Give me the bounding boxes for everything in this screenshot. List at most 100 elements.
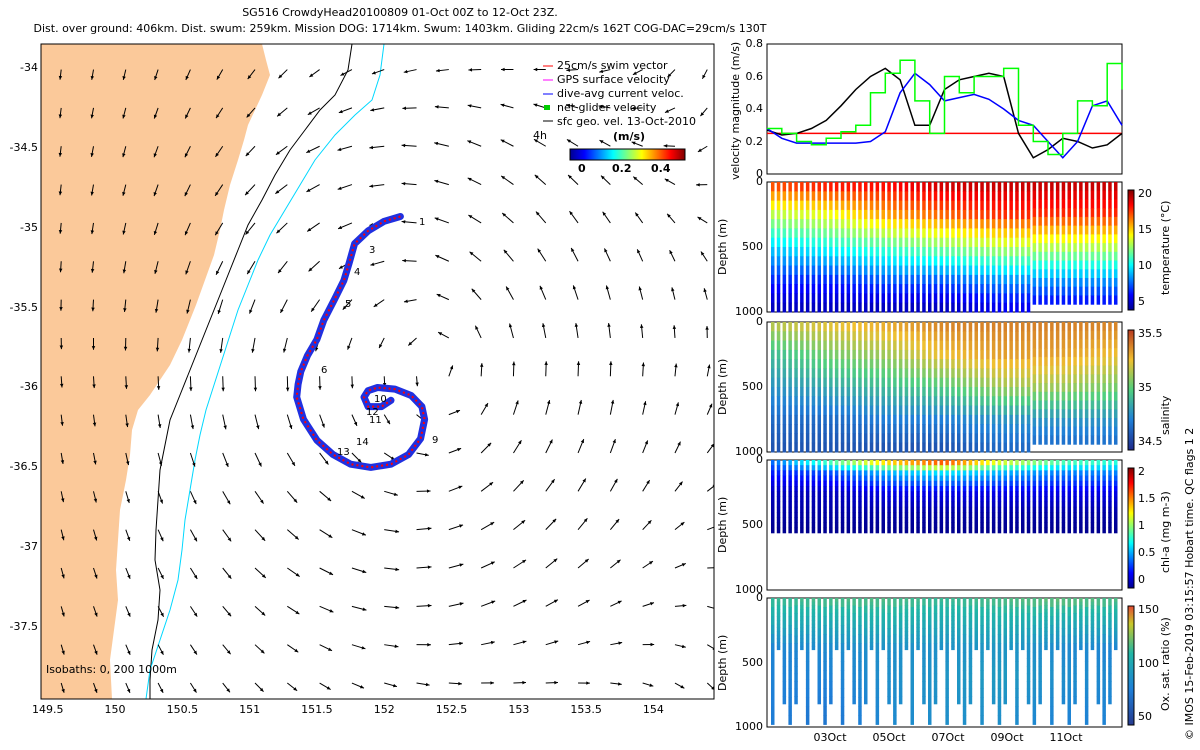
geo-velocity-arrow bbox=[378, 337, 385, 349]
colorbar-tick: 0 bbox=[578, 162, 586, 175]
geo-velocity-arrow bbox=[667, 69, 676, 78]
geo-velocity-arrow bbox=[448, 681, 462, 686]
day-marker: 13 bbox=[337, 447, 350, 458]
geo-velocity-arrow bbox=[306, 184, 320, 193]
glider-track bbox=[293, 213, 429, 471]
geo-velocity-arrow bbox=[674, 644, 686, 649]
geo-velocity-arrow bbox=[642, 682, 654, 687]
geo-velocity-arrow bbox=[383, 414, 391, 425]
geo-velocity-arrow bbox=[217, 299, 224, 315]
geo-velocity-arrow bbox=[674, 603, 687, 608]
depth-tick: 0 bbox=[756, 315, 763, 328]
geo-velocity-arrow bbox=[254, 567, 267, 579]
geo-velocity-arrow bbox=[448, 602, 464, 607]
geo-velocity-arrow bbox=[245, 145, 256, 157]
geo-velocity-arrow bbox=[500, 103, 514, 109]
geo-velocity-arrow bbox=[125, 491, 130, 504]
geo-velocity-arrow bbox=[254, 605, 266, 616]
date-tick: 07Oct bbox=[931, 731, 965, 744]
geo-velocity-arrow bbox=[287, 644, 299, 653]
geo-velocity-arrow bbox=[93, 606, 98, 617]
geo-velocity-arrow bbox=[308, 260, 320, 272]
geo-velocity-arrow bbox=[286, 529, 299, 540]
geo-velocity-arrow bbox=[125, 606, 131, 617]
geo-velocity-arrow bbox=[189, 567, 198, 580]
geo-velocity-arrow bbox=[576, 361, 581, 377]
day-marker: 6 bbox=[321, 365, 328, 376]
geo-velocity-arrow bbox=[501, 212, 514, 224]
geo-velocity-arrow bbox=[58, 107, 63, 119]
geo-velocity-arrow bbox=[384, 567, 400, 572]
chart-title: SG516 CrowdyHead20100809 01-Oct 00Z to 1… bbox=[242, 6, 558, 19]
geo-velocity-arrow bbox=[401, 143, 417, 148]
geo-velocity-arrow bbox=[634, 212, 644, 224]
colorbar-tick: 0 bbox=[1138, 573, 1145, 586]
geo-velocity-arrow bbox=[513, 640, 527, 646]
geo-velocity-arrow bbox=[189, 491, 197, 505]
day-marker: 4 bbox=[354, 267, 361, 278]
geo-velocity-arrow bbox=[189, 376, 193, 392]
geo-velocity-arrow bbox=[187, 337, 191, 353]
geo-velocity-arrow bbox=[222, 491, 231, 505]
geo-velocity-arrow bbox=[122, 222, 127, 235]
geo-velocity-arrow bbox=[286, 452, 296, 467]
geo-velocity-arrow bbox=[154, 69, 159, 81]
geo-velocity-arrow bbox=[666, 213, 676, 224]
velocity-line-green bbox=[767, 59, 1123, 156]
geo-velocity-arrow bbox=[545, 439, 553, 454]
geo-velocity-arrow bbox=[246, 261, 256, 275]
geo-velocity-arrow bbox=[189, 606, 198, 617]
geo-velocity-arrow bbox=[641, 362, 646, 377]
colorbar-tick: 5 bbox=[1138, 295, 1145, 308]
geo-velocity-arrow bbox=[674, 441, 681, 454]
geo-velocity-arrow bbox=[286, 414, 293, 430]
date-tick: 03Oct bbox=[813, 731, 847, 744]
section-panel-salinity bbox=[766, 321, 1123, 453]
geo-velocity-arrow bbox=[469, 251, 482, 262]
colorbar-label: Ox. sat. ratio (%) bbox=[1159, 616, 1172, 711]
geo-velocity-arrow bbox=[503, 249, 514, 262]
geo-velocity-arrow bbox=[572, 285, 579, 300]
geo-velocity-arrow bbox=[254, 529, 266, 542]
map-colorbar bbox=[569, 148, 686, 161]
geo-velocity-arrow bbox=[481, 681, 495, 685]
geo-velocity-arrow bbox=[468, 214, 482, 224]
geo-velocity-arrow bbox=[577, 399, 583, 415]
date-tick: 05Oct bbox=[872, 731, 906, 744]
geo-velocity-arrow bbox=[189, 682, 197, 693]
geo-velocity-arrow bbox=[605, 285, 611, 300]
geo-velocity-arrow bbox=[610, 641, 623, 646]
geo-velocity-arrow bbox=[500, 175, 514, 185]
map-lat-tick: -35 bbox=[20, 220, 38, 234]
geo-velocity-arrow bbox=[567, 174, 579, 185]
geo-velocity-arrow bbox=[500, 139, 514, 147]
colorbar-label: chl-a (mg m-3) bbox=[1159, 491, 1172, 573]
map-lon-tick: 151 bbox=[239, 703, 261, 716]
depth-tick: 0 bbox=[756, 591, 763, 604]
depth-tick: 1000 bbox=[735, 305, 763, 318]
isobath-label: Isobaths: 0, 200 1000m bbox=[46, 663, 177, 676]
geo-velocity-arrow bbox=[287, 682, 298, 692]
geo-velocity-arrow bbox=[513, 559, 527, 569]
geo-velocity-arrow bbox=[157, 567, 164, 580]
geo-velocity-arrow bbox=[642, 440, 649, 454]
velocity-ytick: 0.2 bbox=[745, 134, 764, 148]
geo-velocity-arrow bbox=[60, 682, 65, 693]
geo-velocity-arrow bbox=[351, 452, 362, 463]
map-lon-tick: 153.5 bbox=[570, 703, 602, 716]
day-marker: 3 bbox=[369, 245, 376, 256]
geo-velocity-arrow bbox=[416, 489, 431, 493]
geo-velocity-arrow bbox=[703, 288, 708, 300]
geo-velocity-arrow bbox=[92, 376, 96, 389]
track-dive-avg bbox=[293, 213, 429, 471]
colorbar-tick: 0.5 bbox=[1138, 546, 1156, 559]
geo-velocity-arrow bbox=[249, 299, 256, 314]
geo-velocity-arrow bbox=[642, 560, 654, 569]
geo-velocity-arrow bbox=[222, 644, 231, 655]
geo-velocity-arrow bbox=[90, 222, 95, 235]
geo-velocity-arrow bbox=[642, 401, 647, 415]
colorbar-tick: 15 bbox=[1138, 223, 1152, 236]
geo-velocity-arrow bbox=[189, 529, 198, 542]
geo-velocity-arrow bbox=[254, 452, 262, 467]
geo-velocity-arrow bbox=[306, 145, 320, 154]
